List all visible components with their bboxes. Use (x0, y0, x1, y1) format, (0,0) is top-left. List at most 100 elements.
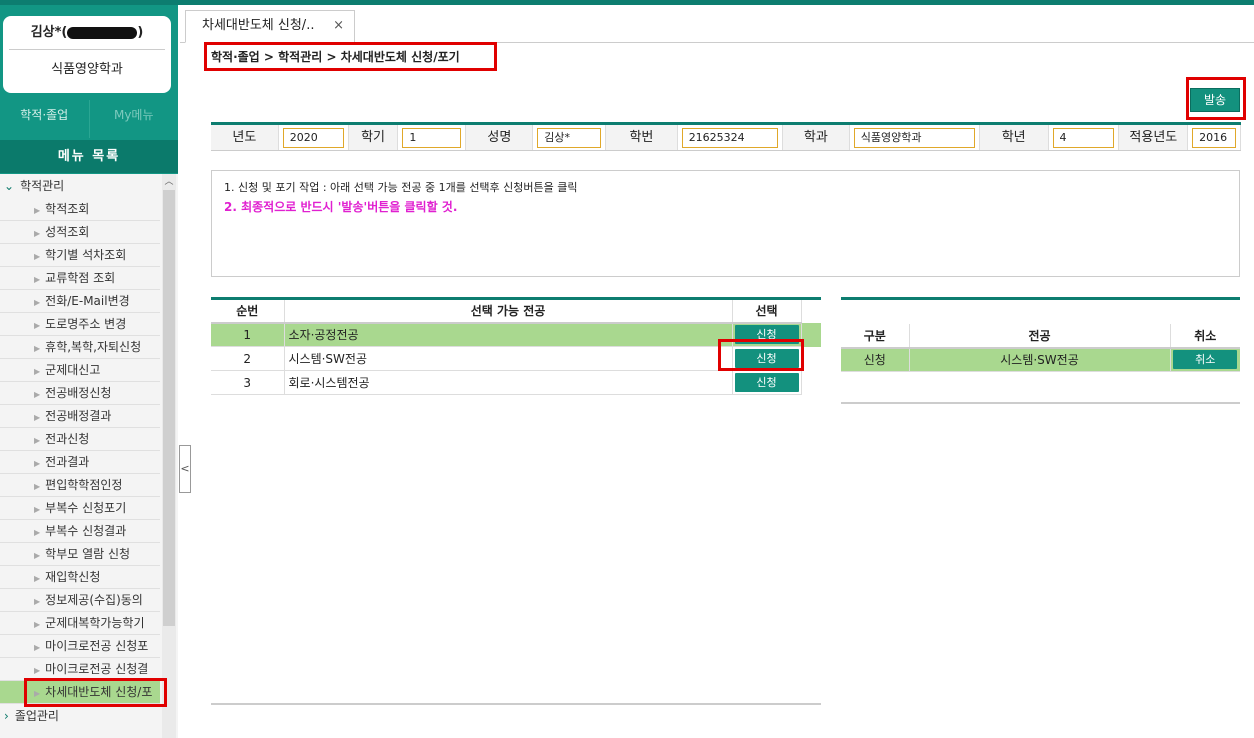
info-label: 성명 (466, 125, 534, 150)
menu-item[interactable]: ▶ 정보제공(수집)동의 (0, 589, 160, 612)
send-button[interactable]: 발송 (1190, 88, 1240, 112)
notice-line-1: 1. 신청 및 포기 작업 : 아래 선택 가능 전공 중 1개를 선택후 신청… (224, 181, 578, 194)
menu-item[interactable]: ▶ 부복수 신청결과 (0, 520, 160, 543)
menu-item[interactable]: ▶ 도로명주소 변경 (0, 313, 160, 336)
col-header-major: 전공 (909, 323, 1171, 349)
triangle-right-icon: ▶ (34, 413, 41, 422)
annotation-highlight-send (1186, 77, 1246, 120)
triangle-right-icon: ▶ (34, 689, 41, 698)
scroll-up-icon[interactable]: ︿ (164, 177, 174, 187)
triangle-right-icon: ▶ (34, 643, 41, 652)
triangle-right-icon: ▶ (34, 574, 41, 583)
user-profile-card: 김상*() 식품영양학과 (3, 16, 171, 93)
info-field: 1 (398, 125, 467, 150)
info-field: 21625324 (677, 125, 783, 150)
tab-strip: 차세대반도체 신청/.. × (180, 5, 1254, 43)
applied-majors-table: 구분 전공 취소 신청 시스템·SW전공 취소 (841, 297, 1240, 404)
triangle-right-icon: ▶ (34, 252, 41, 261)
redacted-id (67, 26, 138, 39)
triangle-right-icon: ▶ (34, 528, 41, 537)
col-header-type: 구분 (841, 323, 910, 349)
menu-item[interactable]: ▶ 군제대신고 (0, 359, 160, 382)
triangle-right-icon: ▶ (34, 666, 41, 675)
info-field: 2016 (1188, 125, 1242, 150)
menu-item[interactable]: ▶ 전화/E-Mail변경 (0, 290, 160, 313)
info-label: 학기 (348, 125, 399, 150)
triangle-right-icon: ▶ (34, 505, 41, 514)
nav-tab-my-menu[interactable]: My메뉴 (88, 100, 179, 138)
scrollbar-thumb[interactable] (163, 190, 175, 626)
menu-item[interactable]: ▶ 재입학신청 (0, 566, 160, 589)
user-name: 김상*() (9, 16, 165, 50)
sidebar: 김상*() 식품영양학과 학적·졸업 My메뉴 메뉴 목록 ⌄ 학적관리 ▶ 학적조… (0, 5, 178, 738)
tab-next-gen-semiconductor[interactable]: 차세대반도체 신청/.. × (185, 10, 355, 43)
col-header-cancel: 취소 (1170, 323, 1240, 349)
menu-item[interactable]: ▶ 부복수 신청포기 (0, 497, 160, 520)
annotation-highlight-apply (718, 339, 804, 371)
triangle-right-icon: ▶ (34, 551, 41, 560)
info-field: 식품영양학과 (849, 125, 980, 150)
notice-box: 1. 신청 및 포기 작업 : 아래 선택 가능 전공 중 1개를 선택후 신청… (211, 170, 1240, 277)
triangle-right-icon: ▶ (34, 482, 41, 491)
triangle-right-icon: ▶ (34, 367, 41, 376)
col-header-major: 선택 가능 전공 (284, 298, 733, 324)
triangle-right-icon: ▶ (34, 344, 41, 353)
sidebar-scrollbar[interactable]: ︿ (162, 174, 176, 738)
apply-button[interactable]: 신청 (734, 373, 799, 392)
menu-item[interactable]: ▶ 전공배정결과 (0, 405, 160, 428)
menu-item[interactable]: ▶ 전공배정신청 (0, 382, 160, 405)
available-majors-table: 순번 선택 가능 전공 선택 1 소자·공정전공 신청 2 시스템·SW전공 신청 3 회로·… (211, 297, 821, 395)
student-info-bar: 년도 2020 학기 1 성명 김상* 학번 21625324 학과 식품영양학과 학년 4 적용년도 2… (211, 122, 1242, 151)
menu-item[interactable]: ▶ 전과결과 (0, 451, 160, 474)
triangle-right-icon: ▶ (34, 620, 41, 629)
user-department: 식품영양학과 (51, 62, 123, 77)
table-row[interactable]: 3 회로·시스템전공 신청 (211, 370, 821, 395)
chevron-down-icon: ⌄ (4, 179, 15, 193)
menu-item[interactable]: ▶ 휴학,복학,자퇴신청 (0, 336, 160, 359)
menu-item[interactable]: ▶ 차세대반도체 신청/포 (0, 681, 160, 704)
menu-item[interactable]: ▶ 마이크로전공 신청포 (0, 635, 160, 658)
menu-item[interactable]: ▶ 전과신청 (0, 428, 160, 451)
collapse-sidebar-button[interactable]: < (179, 445, 191, 493)
notice-line-2: 2. 최종적으로 반드시 '발송'버튼을 클릭할 것. (224, 200, 458, 214)
menu-item[interactable]: ▶ 학기별 석차조회 (0, 244, 160, 267)
top-bar (0, 0, 1254, 5)
menu-group-graduation[interactable]: › 졸업관리 (4, 709, 59, 723)
menu-item[interactable]: ▶ 군제대복학가능학기 (0, 612, 160, 635)
menu-item[interactable]: ▶ 교류학점 조회 (0, 267, 160, 290)
apply-button[interactable]: 신청 (734, 349, 799, 368)
info-label: 년도 (211, 125, 279, 150)
menu-item[interactable]: ▶ 학부모 열람 신청 (0, 543, 160, 566)
menu-item[interactable]: ▶ 성적조회 (0, 221, 160, 244)
close-icon[interactable]: × (333, 18, 344, 33)
info-field: 김상* (533, 125, 607, 150)
divider (211, 703, 821, 705)
cancel-button[interactable]: 취소 (1173, 350, 1238, 370)
info-label: 학년 (979, 125, 1049, 150)
triangle-right-icon: ▶ (34, 321, 41, 330)
info-label: 적용년도 (1119, 125, 1189, 150)
triangle-right-icon: ▶ (34, 298, 41, 307)
table-row[interactable]: 신청 시스템·SW전공 취소 (841, 347, 1240, 372)
menu-title: 메뉴 목록 (0, 140, 178, 173)
info-label: 학번 (606, 125, 678, 150)
table-row[interactable]: 1 소자·공정전공 신청 (211, 322, 821, 347)
menu-group-academic[interactable]: ⌄ 학적관리 (4, 179, 65, 193)
chevron-right-icon: › (4, 709, 9, 723)
triangle-right-icon: ▶ (34, 390, 41, 399)
table-row[interactable]: 2 시스템·SW전공 신청 (211, 346, 821, 371)
info-field: 4 (1048, 125, 1120, 150)
menu-item[interactable]: ▶ 학적조회 (0, 198, 160, 221)
triangle-right-icon: ▶ (34, 275, 41, 284)
breadcrumb: 학적·졸업 > 학적관리 > 차세대반도체 신청/포기 (211, 50, 460, 64)
triangle-right-icon: ▶ (34, 206, 41, 215)
info-label: 학과 (782, 125, 850, 150)
menu-item[interactable]: ▶ 편입학학점인정 (0, 474, 160, 497)
chevron-left-icon: < (180, 462, 190, 475)
annotation-highlight-menu (24, 678, 167, 707)
triangle-right-icon: ▶ (34, 597, 41, 606)
col-header-select: 선택 (732, 298, 802, 324)
triangle-right-icon: ▶ (34, 459, 41, 468)
triangle-right-icon: ▶ (34, 436, 41, 445)
nav-tab-academic[interactable]: 학적·졸업 (20, 108, 69, 122)
